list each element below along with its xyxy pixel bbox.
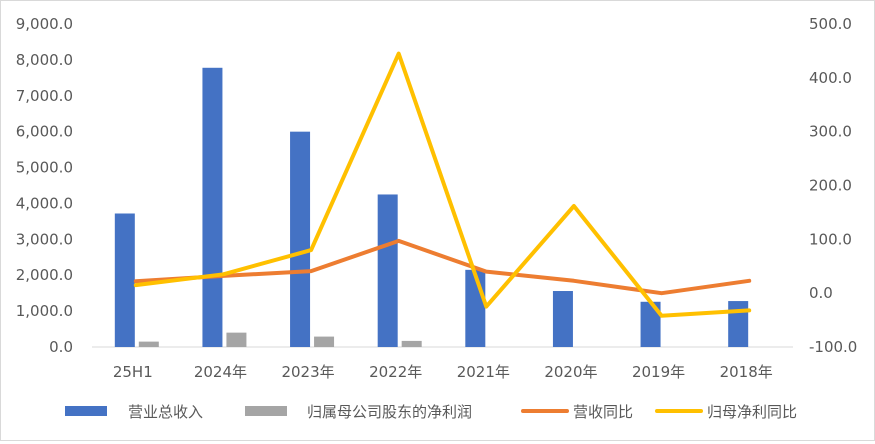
category-label: 2024年	[194, 363, 247, 381]
revenue-yoy-line	[136, 241, 749, 293]
left-tick-label: 6,000.0	[16, 123, 73, 141]
lines	[136, 54, 750, 316]
revenue-bar-3	[378, 194, 398, 347]
revenue-bar-1	[202, 68, 222, 347]
right-tick-label: 100.0	[809, 230, 852, 248]
left-tick-label: 9,000.0	[16, 15, 73, 33]
net-profit-bar-2	[314, 337, 334, 347]
category-label: 2019年	[632, 363, 685, 381]
revenue-bar-2	[290, 132, 310, 347]
right-axis-ticks: -100.0 0.0 100.0 200.0 300.0 400.0 500.0	[809, 15, 857, 356]
left-tick-label: 7,000.0	[16, 87, 73, 105]
right-tick-label: 0.0	[809, 284, 833, 302]
left-tick-label: 8,000.0	[16, 51, 73, 69]
category-label: 2018年	[720, 363, 773, 381]
right-tick-label: 500.0	[809, 15, 852, 33]
left-axis-ticks: 0.0 1,000.0 2,000.0 3,000.0 4,000.0 5,000.0 6,…	[16, 15, 73, 356]
left-tick-label: 1,000.0	[16, 302, 73, 320]
category-label: 2023年	[281, 363, 334, 381]
category-labels: 25H1 2024年 2023年 2022年 2021年 2020年 2019年 2018年	[113, 363, 773, 381]
left-tick-label: 4,000.0	[16, 194, 73, 212]
left-tick-label: 5,000.0	[16, 159, 73, 177]
right-tick-label: 300.0	[809, 123, 852, 141]
right-tick-label: 400.0	[809, 69, 852, 87]
legend-label-0: 营业总收入	[128, 403, 203, 421]
legend-label-2: 营收同比	[573, 403, 633, 421]
legend-label-3: 归母净利同比	[707, 403, 797, 421]
right-tick-label: 200.0	[809, 177, 852, 195]
left-tick-label: 0.0	[49, 338, 73, 356]
right-tick-label: -100.0	[809, 338, 857, 356]
left-tick-label: 3,000.0	[16, 230, 73, 248]
legend: 营业总收入 归属母公司股东的净利润 营收同比 归母净利同比	[65, 403, 797, 421]
left-tick-label: 2,000.0	[16, 266, 73, 284]
net-profit-bar-0	[139, 342, 159, 347]
net-profit-bar-1	[226, 333, 246, 347]
category-label: 25H1	[113, 363, 153, 381]
revenue-bar-7	[728, 301, 748, 347]
category-label: 2022年	[369, 363, 422, 381]
category-label: 2020年	[544, 363, 597, 381]
legend-label-1: 归属母公司股东的净利润	[307, 403, 472, 421]
revenue-bar-5	[553, 291, 573, 347]
revenue-bar-4	[465, 270, 485, 347]
legend-swatch-1	[245, 406, 287, 416]
legend-swatch-0	[65, 406, 107, 416]
net-profit-bar-3	[402, 341, 422, 347]
category-label: 2021年	[457, 363, 510, 381]
revenue-bar-0	[115, 213, 135, 347]
